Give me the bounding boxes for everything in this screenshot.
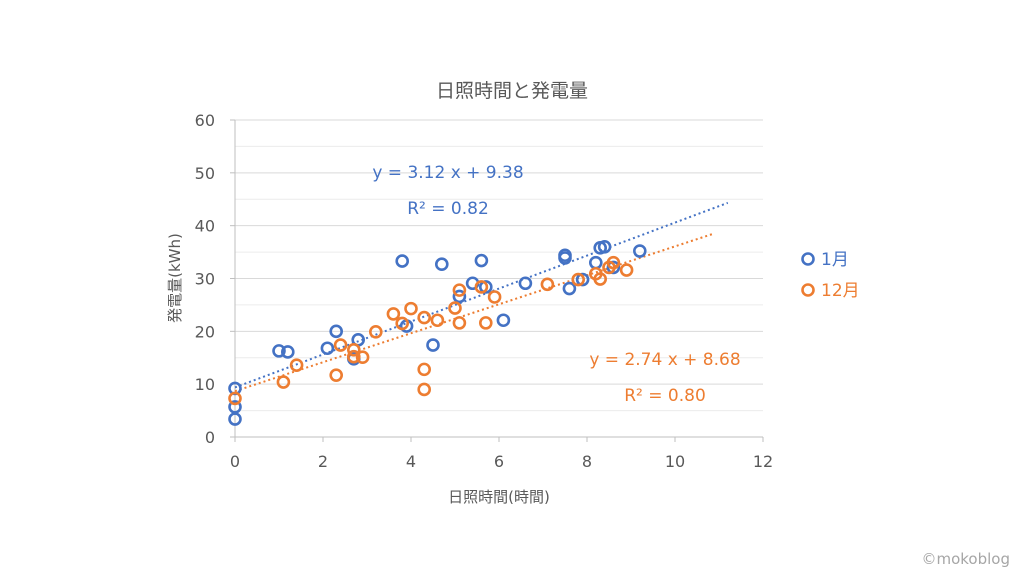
- data-point-series-2: [417, 310, 432, 325]
- data-point-series-2: [448, 301, 462, 315]
- data-point-series-2: [276, 375, 291, 389]
- gridlines: [235, 119, 763, 412]
- trendline-equation-1: y = 3.12 x + 9.38: [372, 163, 523, 183]
- data-point-series-2: [417, 362, 432, 377]
- axes: 0 2 4 6 8 10 12 0 10 20 30 40 50 60: [195, 111, 774, 471]
- data-point-series-2: [355, 350, 370, 365]
- legend: 1月 12月: [801, 250, 860, 301]
- data-point-series-2: [333, 338, 348, 352]
- data-point-series-2: [329, 368, 344, 382]
- x-tick-label: 10: [665, 452, 685, 471]
- data-point-series-2: [368, 325, 383, 339]
- data-points: [228, 240, 647, 426]
- data-point-series-2: [452, 316, 467, 330]
- data-point-series-2: [404, 301, 418, 316]
- data-point-series-2: [474, 280, 489, 294]
- data-point-series-2: [346, 349, 361, 364]
- data-point-series-1: [426, 338, 440, 352]
- data-point-series-1: [395, 254, 410, 268]
- data-point-series-1: [518, 276, 533, 291]
- y-tick-label: 30: [195, 270, 215, 289]
- data-point-series-1: [588, 255, 603, 270]
- data-point-series-1: [606, 260, 621, 275]
- y-axis-title: 発電量(kWh): [166, 233, 184, 323]
- data-point-series-1: [320, 341, 335, 356]
- legend-label-2: 12月: [821, 281, 860, 301]
- legend-marker-2: [801, 283, 815, 297]
- trendline-2: [234, 232, 715, 393]
- data-point-series-2: [540, 277, 555, 292]
- data-point-series-1: [280, 345, 295, 359]
- data-point-series-1: [272, 344, 286, 358]
- y-tick-label: 0: [205, 428, 215, 447]
- data-point-series-1: [228, 412, 242, 426]
- x-tick-label: 6: [494, 452, 504, 471]
- x-tick-label: 8: [582, 452, 592, 471]
- data-point-series-2: [593, 272, 608, 286]
- data-point-series-1: [474, 253, 489, 268]
- data-point-series-1: [558, 248, 572, 263]
- x-tick-label: 4: [406, 452, 416, 471]
- data-point-series-2: [386, 307, 401, 321]
- data-point-series-2: [619, 263, 634, 277]
- y-tick-label: 20: [195, 322, 215, 341]
- legend-label-1: 1月: [821, 250, 849, 270]
- data-point-series-2: [571, 272, 586, 287]
- data-point-series-1: [575, 272, 590, 287]
- x-tick-label: 2: [318, 452, 328, 471]
- data-point-series-2: [487, 290, 502, 304]
- data-point-series-1: [329, 324, 344, 339]
- legend-marker-1: [801, 252, 815, 266]
- data-point-series-2: [452, 283, 467, 297]
- y-tick-label: 60: [195, 111, 215, 130]
- data-point-series-2: [417, 382, 432, 397]
- trendline-r2-2: R² = 0.80: [624, 386, 706, 406]
- data-point-series-1: [452, 289, 467, 304]
- x-tick-label: 0: [230, 452, 240, 471]
- x-tick-label: 12: [753, 452, 773, 471]
- data-point-series-2: [346, 343, 361, 357]
- y-tick-label: 10: [195, 375, 215, 394]
- watermark: ©mokoblog: [921, 550, 1010, 568]
- data-point-series-2: [478, 316, 493, 330]
- trendlines: [234, 201, 729, 393]
- data-point-series-1: [434, 257, 449, 272]
- data-point-series-2: [395, 316, 410, 331]
- data-point-series-1: [632, 244, 647, 258]
- data-point-series-2: [289, 358, 304, 372]
- data-point-series-1: [478, 280, 493, 294]
- y-tick-label: 50: [195, 164, 215, 183]
- trendline-equation-2: y = 2.74 x + 8.68: [589, 350, 740, 370]
- y-tick-label: 40: [195, 217, 215, 236]
- data-point-series-1: [562, 281, 577, 296]
- data-point-series-2: [430, 313, 445, 328]
- data-point-series-2: [606, 255, 621, 270]
- trendline-r2-1: R² = 0.82: [407, 199, 489, 219]
- data-point-series-1: [597, 240, 612, 254]
- data-point-series-1: [496, 313, 511, 328]
- data-point-series-2: [228, 391, 242, 406]
- chart-title: 日照時間と発電量: [436, 80, 588, 102]
- x-axis-title: 日照時間(時間): [448, 488, 550, 506]
